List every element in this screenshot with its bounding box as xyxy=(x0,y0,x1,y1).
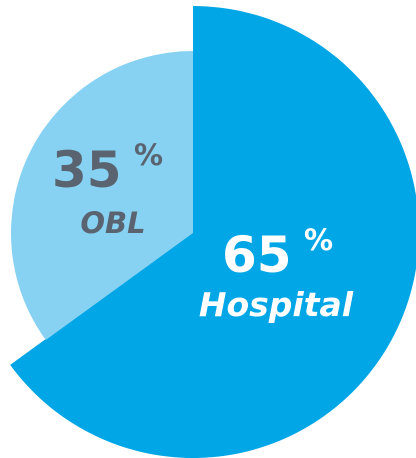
hospital-percent-value: 65 xyxy=(222,226,292,284)
pie-slice-hospital xyxy=(10,6,416,458)
obl-label-group: 35 % OBL xyxy=(52,138,163,240)
obl-percent-value: 35 xyxy=(52,141,122,199)
obl-slice-label: OBL xyxy=(80,206,145,240)
obl-percent-sign: % xyxy=(134,138,163,172)
hospital-percent-sign: % xyxy=(304,223,333,257)
hospital-label-group: 65 % Hospital xyxy=(199,223,354,324)
pie-slice-obl xyxy=(10,51,193,340)
hospital-slice-label: Hospital xyxy=(199,285,354,324)
pie-slices xyxy=(10,6,416,458)
